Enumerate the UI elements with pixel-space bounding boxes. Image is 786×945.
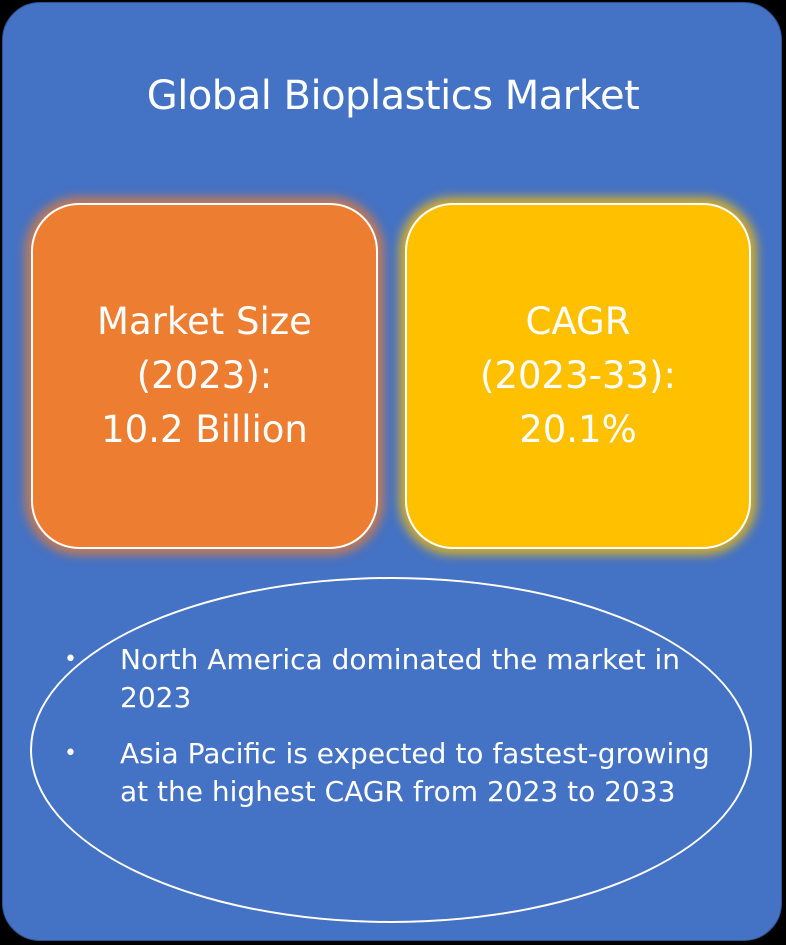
highlights-list: • North America dominated the market in …	[62, 641, 712, 829]
cagr-label: CAGR	[525, 300, 631, 343]
bullet-icon: •	[64, 741, 77, 766]
highlight-text: North America dominated the market in 20…	[120, 643, 680, 714]
market-size-value: 10.2 Billion	[101, 408, 308, 451]
market-size-year: (2023):	[136, 354, 273, 397]
cagr-period: (2023-33):	[480, 354, 676, 397]
market-size-label: Market Size	[97, 300, 312, 343]
cagr-card: CAGR (2023-33): 20.1%	[405, 203, 751, 549]
cagr-value: 20.1%	[519, 408, 637, 451]
infographic-title: Global Bioplastics Market	[146, 73, 640, 119]
highlight-text: Asia Pacific is expected to fastest-grow…	[120, 737, 710, 808]
list-item: • Asia Pacific is expected to fastest-gr…	[62, 735, 712, 811]
bullet-icon: •	[64, 647, 77, 672]
market-size-card: Market Size (2023): 10.2 Billion	[31, 203, 378, 549]
list-item: • North America dominated the market in …	[62, 641, 712, 717]
highlights-oval	[30, 577, 752, 923]
